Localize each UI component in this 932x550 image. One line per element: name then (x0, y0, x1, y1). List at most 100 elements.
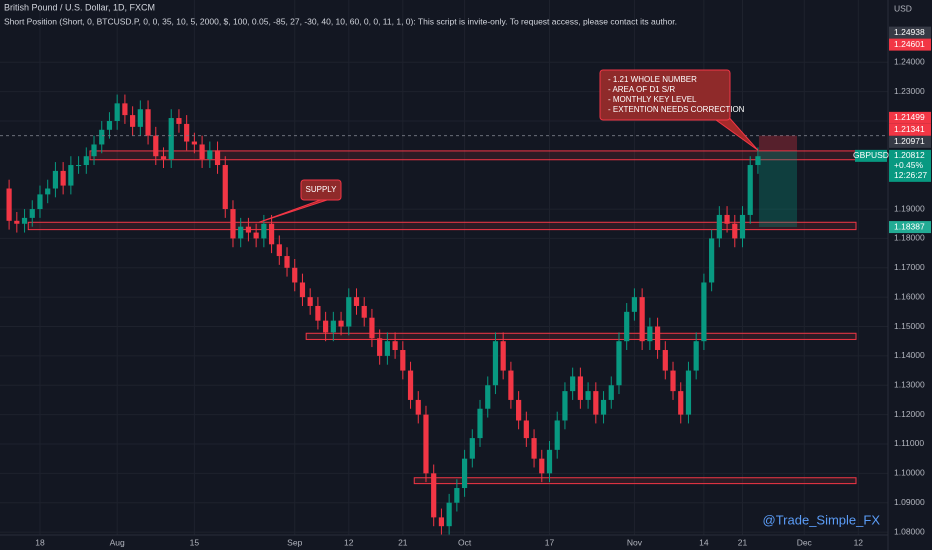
candle-body (685, 370, 692, 415)
y-tick-label: 1.11000 (894, 438, 924, 448)
candle-body (709, 238, 715, 283)
candle-body (253, 232, 259, 239)
y-tick-label: 1.23000 (894, 86, 925, 96)
candle-body (400, 350, 406, 371)
candle-body (500, 341, 506, 371)
candle-body (91, 144, 97, 157)
currency: USD (894, 3, 912, 13)
y-tick-label: 1.16000 (894, 291, 925, 301)
x-tick-label: 21 (398, 537, 408, 547)
x-tick-label: 17 (545, 537, 555, 547)
callout-text: - EXTENTION NEEDS CORRECTION (608, 105, 745, 114)
candle-body (276, 244, 282, 257)
candle-body (199, 144, 205, 160)
candle-body (230, 209, 236, 239)
candle-body (238, 226, 244, 239)
candle-body (732, 223, 738, 239)
candle-body (531, 438, 537, 459)
candle-body (546, 449, 553, 474)
y-tick-label: 1.12000 (894, 409, 925, 419)
x-tick-label: 14 (699, 537, 709, 547)
zone (413, 477, 857, 485)
candle-body (122, 103, 128, 116)
last-price-tag (889, 149, 931, 182)
candle-body (261, 223, 267, 239)
x-tick-label: 12 (344, 537, 354, 547)
zone (89, 150, 857, 161)
candle-body (616, 341, 622, 386)
candle-body (647, 326, 653, 342)
candle-body (454, 488, 460, 503)
candle-body (176, 118, 182, 124)
position-reward (758, 151, 797, 228)
x-tick-label: 15 (190, 537, 200, 547)
candle-body (485, 385, 491, 409)
zone (27, 221, 857, 231)
price-tag-label: 1.21499 (894, 112, 925, 122)
last-price-change: +0.45% (894, 160, 924, 170)
candle-body (662, 350, 668, 371)
candle-body (739, 214, 746, 239)
candle-body (600, 399, 607, 415)
candle-body (60, 170, 66, 186)
callout-box (599, 69, 731, 121)
candle-body (369, 317, 375, 339)
candle-body (106, 120, 113, 130)
price-tag-label: 1.20971 (894, 136, 925, 146)
candle-body (392, 341, 398, 351)
candle-body (245, 226, 252, 233)
x-tick-label: Aug (110, 537, 125, 547)
candle-body (654, 326, 661, 351)
candle-body (446, 502, 452, 527)
callout-text: SUPPLY (306, 185, 338, 194)
callout-text: - AREA OF D1 S/R (608, 85, 675, 94)
candle-body (701, 282, 707, 342)
candle-body (678, 391, 684, 415)
y-tick-label: 1.09000 (894, 497, 925, 507)
candle-body (14, 220, 20, 224)
candle-body (153, 135, 159, 157)
x-tick-label: 12 (854, 537, 864, 547)
candle-body (747, 165, 753, 215)
candle-body (631, 297, 638, 312)
candle-body (191, 141, 197, 145)
candle-body (377, 338, 383, 356)
candle-body (29, 209, 35, 218)
price-tag (889, 26, 931, 39)
candle-body (137, 109, 143, 127)
x-tick-label: Sep (287, 537, 302, 547)
candle-body (315, 305, 321, 321)
candle-body (570, 376, 576, 392)
y-tick-label: 1.13000 (894, 379, 925, 389)
candle-body (508, 370, 514, 400)
candle-body (323, 320, 329, 333)
candle-body (160, 156, 167, 160)
last-price-value: 1.20812 (894, 150, 925, 160)
candle-body (184, 123, 190, 142)
candle-body (330, 320, 336, 333)
callout-pointer (715, 113, 759, 151)
candle-body (477, 408, 483, 439)
y-tick-label: 1.17000 (894, 262, 925, 272)
candle-body (585, 391, 591, 400)
candle-body (562, 391, 568, 421)
price-tag (889, 111, 931, 124)
candle-body (724, 214, 730, 224)
watermark: @Trade_Simple_FX (763, 512, 881, 527)
callout-text: - 1.21 WHOLE NUMBER (608, 75, 697, 84)
candle-body (593, 391, 599, 415)
candle-body (75, 165, 82, 167)
candle-body (461, 458, 468, 489)
candle-body (299, 282, 306, 298)
candle-body (45, 188, 51, 195)
symbol-title: British Pound / U.S. Dollar, 1D, FXCM (4, 2, 155, 12)
candle-body (415, 399, 421, 415)
candle-body (423, 414, 429, 474)
candle-body (639, 297, 645, 342)
candle-body (346, 297, 352, 327)
candle-body (21, 217, 28, 224)
y-tick-label: 1.15000 (894, 321, 925, 331)
y-tick-label: 1.19000 (894, 203, 925, 213)
price-tag-label: 1.24601 (894, 39, 925, 49)
